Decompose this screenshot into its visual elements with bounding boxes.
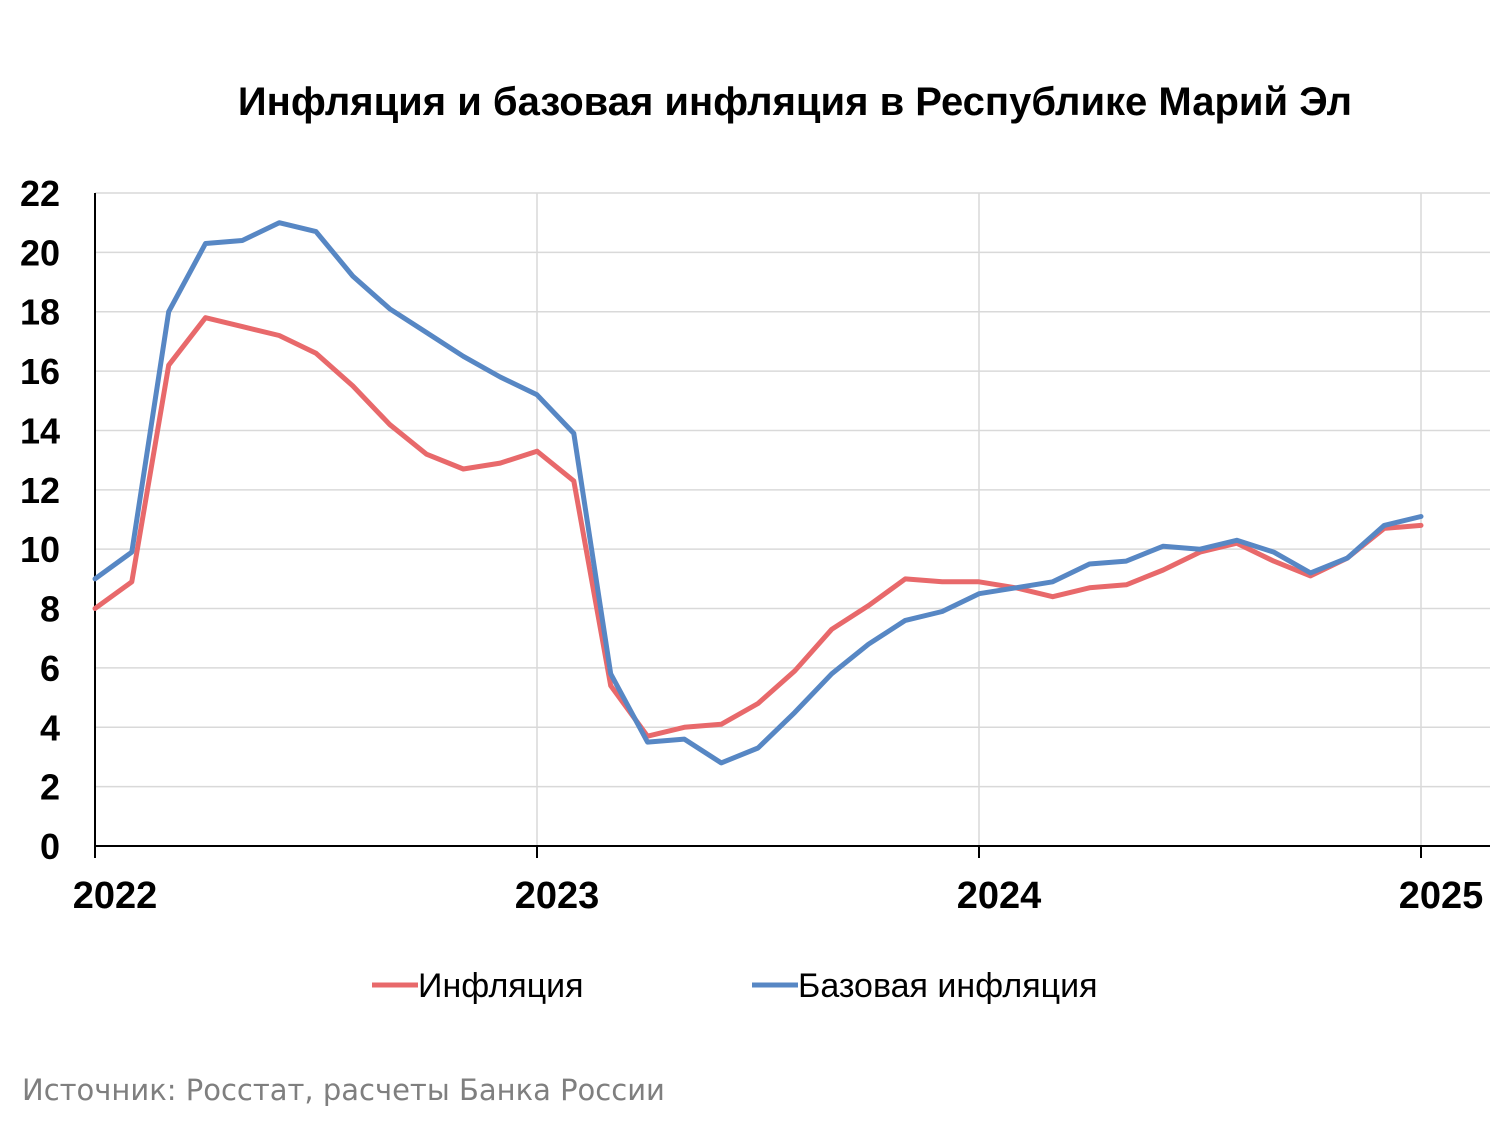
y-axis-ticks: 0 2 4 6 8 10 12 14 16 18 20 22	[20, 173, 60, 867]
y-tick-label: 12	[20, 470, 60, 511]
y-tick-label: 18	[20, 292, 60, 333]
legend: Инфляция Базовая инфляция	[372, 967, 1098, 1005]
x-tick-label: 2025	[1399, 875, 1484, 917]
legend-label-0: Инфляция	[418, 967, 584, 1005]
x-tick-label: 2024	[957, 875, 1042, 917]
gridlines	[95, 192, 1490, 846]
series-line-0	[92, 315, 1424, 739]
y-tick-label: 16	[20, 351, 60, 392]
x-tick-label: 2023	[515, 875, 600, 917]
y-tick-label: 20	[20, 232, 60, 273]
x-tick-label: 2022	[73, 875, 158, 917]
source-note: Источник: Росстат, расчеты Банка России	[22, 1073, 665, 1107]
y-tick-label: 22	[20, 173, 60, 214]
chart-title: Инфляция и базовая инфляция в Республике…	[238, 80, 1352, 124]
series-lines	[92, 220, 1424, 766]
y-tick-label: 8	[40, 589, 60, 630]
y-tick-label: 0	[40, 826, 60, 867]
y-tick-label: 2	[40, 767, 60, 808]
y-tick-label: 14	[20, 410, 60, 451]
series-line-1	[92, 220, 1424, 766]
y-tick-label: 6	[40, 648, 60, 689]
legend-label-1: Базовая инфляция	[798, 967, 1098, 1005]
axes	[94, 193, 1490, 858]
x-axis-ticks: 2022 2023 2024 2025	[73, 875, 1484, 917]
y-tick-label: 4	[40, 707, 60, 748]
y-tick-label: 10	[20, 529, 60, 570]
